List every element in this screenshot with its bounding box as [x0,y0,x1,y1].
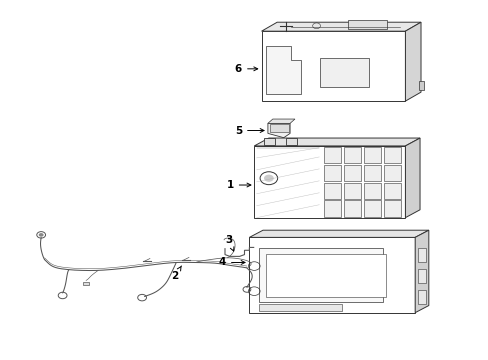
FancyBboxPatch shape [363,165,381,181]
Circle shape [264,175,273,182]
FancyBboxPatch shape [417,248,426,262]
Polygon shape [82,282,89,285]
Polygon shape [261,22,420,31]
FancyBboxPatch shape [323,183,341,199]
Text: 2: 2 [171,266,181,281]
FancyBboxPatch shape [418,81,424,90]
FancyBboxPatch shape [417,290,426,304]
FancyBboxPatch shape [383,147,401,163]
FancyBboxPatch shape [363,201,381,217]
FancyBboxPatch shape [323,165,341,181]
FancyBboxPatch shape [320,58,368,87]
FancyBboxPatch shape [343,201,361,217]
FancyBboxPatch shape [383,201,401,217]
Polygon shape [249,230,428,237]
FancyBboxPatch shape [383,183,401,199]
Polygon shape [261,31,405,101]
Text: 1: 1 [226,180,250,190]
Text: 4: 4 [218,257,244,267]
Text: 5: 5 [234,126,264,135]
Polygon shape [249,237,414,313]
FancyBboxPatch shape [323,201,341,217]
FancyBboxPatch shape [363,183,381,199]
FancyBboxPatch shape [383,165,401,181]
Text: 6: 6 [234,64,257,74]
FancyBboxPatch shape [323,147,341,163]
FancyBboxPatch shape [343,183,361,199]
Polygon shape [414,230,428,313]
Polygon shape [405,138,419,218]
FancyBboxPatch shape [270,125,289,132]
FancyBboxPatch shape [348,21,386,30]
Polygon shape [267,123,289,138]
Text: 3: 3 [224,235,233,251]
FancyBboxPatch shape [264,138,275,145]
Polygon shape [267,119,294,123]
Polygon shape [405,22,420,101]
Polygon shape [266,45,300,94]
FancyBboxPatch shape [259,304,341,311]
FancyBboxPatch shape [363,147,381,163]
FancyBboxPatch shape [343,147,361,163]
FancyBboxPatch shape [259,248,383,302]
Polygon shape [254,138,419,146]
FancyBboxPatch shape [343,165,361,181]
FancyBboxPatch shape [286,138,297,145]
Circle shape [39,233,43,237]
FancyBboxPatch shape [417,269,426,283]
Polygon shape [254,146,405,218]
FancyBboxPatch shape [266,253,385,297]
